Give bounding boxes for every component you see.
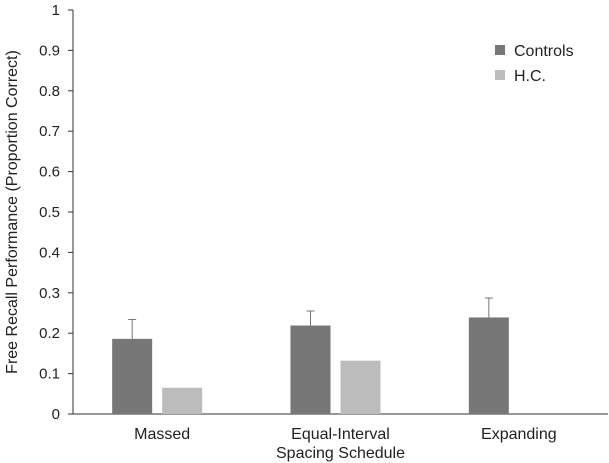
category-label: Equal-Interval: [291, 426, 390, 443]
category-label: Expanding: [481, 426, 557, 443]
legend-label: Controls: [514, 43, 574, 60]
legend-swatch: [495, 70, 505, 80]
y-tick-label: 0.1: [39, 366, 60, 383]
y-tick-label: 0.2: [39, 325, 60, 342]
y-tick-label: 0.8: [39, 83, 60, 100]
legend-swatch: [495, 45, 505, 55]
legend: Controls H.C.: [495, 43, 574, 85]
legend-label: H.C.: [514, 68, 546, 85]
y-tick-label: 1: [52, 2, 60, 19]
y-tick-label: 0.4: [39, 244, 60, 261]
y-tick-label: 0.7: [39, 123, 60, 140]
y-axis-title: Free Recall Performance (Proportion Corr…: [4, 50, 21, 374]
bar-controls: [468, 317, 509, 414]
bar-controls: [290, 325, 331, 414]
category-labels: Massed Equal-Interval Spacing Schedule Expa…: [134, 426, 556, 462]
y-tick-label: 0: [52, 406, 60, 423]
y-tick-label: 0.3: [39, 285, 60, 302]
bar-controls: [112, 338, 153, 414]
y-tick-label: 0.5: [39, 204, 60, 221]
category-label: Spacing Schedule: [276, 445, 405, 462]
y-tick-label: 0.6: [39, 164, 60, 181]
bar-hc: [340, 360, 381, 414]
y-axis: 0 0.1 0.2 0.3 0.4 0.5 0.6 0.7 0.8 0.9 1: [39, 2, 74, 423]
error-bars: [128, 297, 493, 339]
category-label: Massed: [134, 426, 190, 443]
y-tick-label: 0.9: [39, 42, 60, 59]
bar-hc: [162, 387, 203, 414]
bars: [112, 317, 509, 414]
